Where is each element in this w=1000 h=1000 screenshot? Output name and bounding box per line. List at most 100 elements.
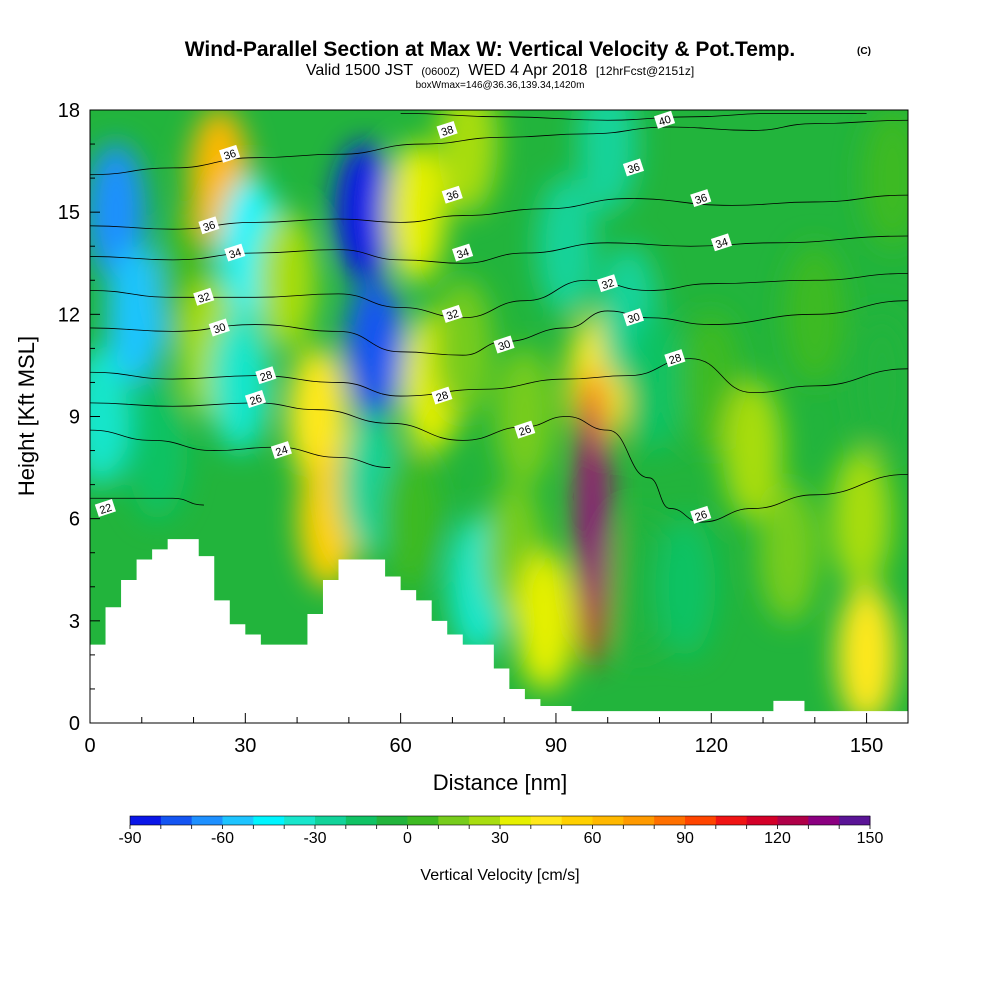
theta-contour-36 <box>90 194 908 230</box>
theta-label-text: 34 <box>228 246 243 261</box>
theta-label-text: 24 <box>274 444 289 459</box>
colorbar-tick-label: 0 <box>403 830 412 847</box>
theta-contour-24 <box>90 429 391 468</box>
velocity-cell-36 <box>836 584 897 723</box>
theta-label-bg <box>690 505 712 524</box>
terrain <box>90 539 908 723</box>
colorbar-swatch <box>623 816 655 825</box>
colorbar-swatch <box>839 816 871 825</box>
theta-label-21: 36 <box>219 144 241 163</box>
theta-label-text: 30 <box>626 311 641 326</box>
colorbar-swatch <box>777 816 809 825</box>
theta-label-16: 34 <box>710 233 733 252</box>
theta-label-13: 32 <box>596 274 619 293</box>
colorbar-swatch <box>345 816 378 825</box>
velocity-cell-37 <box>831 448 892 589</box>
theta-label-text: 40 <box>657 114 672 129</box>
theta-label-text: 22 <box>98 502 113 517</box>
colorbar-swatch <box>808 816 840 825</box>
colorbar-swatch <box>315 816 347 825</box>
chart-subtitle-box: boxWmax=146@36.36,139.34,1420m <box>416 80 585 91</box>
theta-label-bg <box>244 390 267 408</box>
y-tick-label: 12 <box>58 304 80 326</box>
y-axis-label: Height [Kft MSL] <box>14 336 39 496</box>
colorbar-swatch <box>376 816 408 825</box>
chart-title-mark: (C) <box>857 46 871 57</box>
velocity-cell-0 <box>90 346 131 487</box>
colorbar-swatch <box>592 816 624 825</box>
colorbar-swatch <box>746 816 778 825</box>
colorbar-tick-label: -60 <box>211 830 234 847</box>
colorbar-tick-label: 30 <box>491 830 509 847</box>
theta-label-bg <box>622 308 645 327</box>
theta-contour-32 <box>90 273 908 319</box>
colorbar-swatch <box>160 816 193 825</box>
theta-label-11: 32 <box>193 287 215 306</box>
colorbar-tick-label: 60 <box>584 830 602 847</box>
velocity-cell-9 <box>256 210 317 351</box>
velocity-cell-17 <box>380 448 441 589</box>
theta-label-text: 28 <box>435 389 450 404</box>
colorbar-swatch <box>561 816 593 825</box>
colorbar-swatch <box>685 816 717 825</box>
theta-label-text: 28 <box>668 352 683 367</box>
colorbar-label: Vertical Velocity [cm/s] <box>420 867 579 884</box>
x-tick-label: 30 <box>234 735 256 757</box>
theta-label-text: 26 <box>248 393 263 408</box>
colorbar-swatch <box>469 816 501 825</box>
theta-label-7: 28 <box>664 349 686 368</box>
colorbar-tick-label: 150 <box>857 830 884 847</box>
subtitle-utc-time: (0600Z) <box>421 66 460 78</box>
theta-label-bg <box>193 287 215 306</box>
chart-title: Wind-Parallel Section at Max W: Vertical… <box>185 38 796 61</box>
theta-label-text: 36 <box>445 188 460 203</box>
x-tick-label: 90 <box>545 735 567 757</box>
theta-label-1: 24 <box>270 441 292 459</box>
theta-label-text: 28 <box>259 369 274 384</box>
velocity-cell-28 <box>577 110 638 215</box>
theta-label-3: 26 <box>514 420 536 439</box>
y-tick-label: 0 <box>69 713 80 735</box>
theta-label-text: 32 <box>445 308 460 323</box>
theta-label-19: 36 <box>622 158 645 176</box>
colorbar: -90 -60 -30 0 30 60 90 120 150 <box>118 815 884 847</box>
theta-label-bg <box>219 144 241 163</box>
colorbar-swatch <box>438 816 470 825</box>
theta-label-12: 32 <box>441 304 463 323</box>
theta-label-bg <box>208 318 230 337</box>
colorbar-tick-label: -30 <box>303 830 326 847</box>
theta-label-bg <box>710 233 733 252</box>
theta-label-18: 36 <box>441 185 463 204</box>
colorbar-swatch <box>191 816 223 825</box>
colorbar-swatch <box>530 816 563 825</box>
theta-label-bg <box>198 216 220 235</box>
theta-label-text: 30 <box>497 338 512 353</box>
y-tick-label: 6 <box>69 509 80 531</box>
colorbar-swatch <box>654 816 686 825</box>
theta-label-text: 30 <box>212 321 227 336</box>
theta-label-22: 38 <box>436 120 458 139</box>
theta-label-bg <box>596 274 619 293</box>
theta-label-10: 30 <box>622 308 645 327</box>
theta-label-8: 30 <box>208 318 230 337</box>
velocity-cell-12 <box>334 142 395 283</box>
theta-label-bg <box>664 349 686 368</box>
colorbar-swatch <box>222 816 254 825</box>
x-tick-label: 150 <box>850 735 883 757</box>
theta-label-text: 36 <box>694 192 709 207</box>
colorbar-tick-label: -90 <box>118 830 141 847</box>
theta-label-9: 30 <box>493 335 515 354</box>
colorbar-tick-label: 120 <box>764 830 791 847</box>
theta-label-text: 36 <box>202 219 217 234</box>
theta-label-bg <box>94 499 116 517</box>
theta-label-bg <box>514 420 536 439</box>
theta-label-bg <box>441 185 463 204</box>
theta-label-2: 26 <box>244 390 267 408</box>
subtitle-forecast: [12hrFcst@2151z] <box>596 64 694 78</box>
theta-label-text: 36 <box>626 161 641 176</box>
colorbar-swatch <box>407 816 439 825</box>
x-axis: 0 30 60 90 120 150 <box>84 713 883 757</box>
theta-label-bg <box>436 120 458 139</box>
